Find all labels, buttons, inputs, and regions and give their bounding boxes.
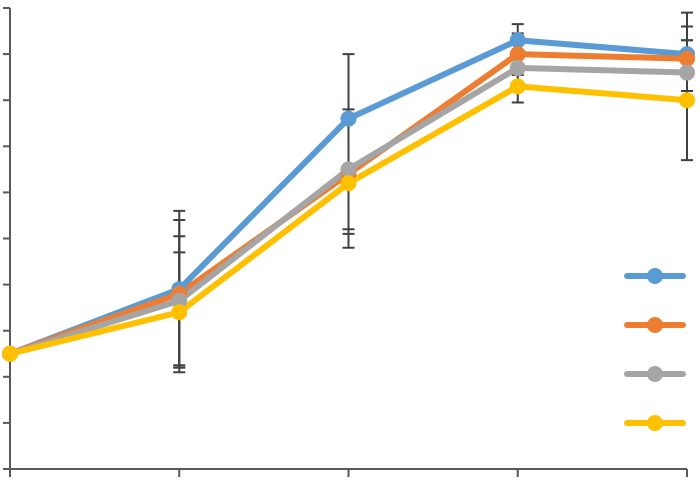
data-point-s0-2 <box>340 110 357 127</box>
data-point-s2-2 <box>340 161 357 178</box>
error-bars <box>173 11 693 374</box>
data-point-s2-3 <box>509 59 526 76</box>
data-point-s2-1 <box>171 292 188 309</box>
data-point-s3-3 <box>509 78 526 95</box>
data-point-s3-1 <box>171 304 188 321</box>
series-points <box>2 32 695 362</box>
data-point-s3-2 <box>340 175 357 192</box>
legend-marker-0 <box>647 268 663 284</box>
data-point-s1-4 <box>679 50 695 67</box>
legend-marker-3 <box>647 415 663 431</box>
legend-marker-1 <box>647 317 663 333</box>
data-point-s3-4 <box>679 92 695 109</box>
axes <box>3 7 688 477</box>
data-point-s3-0 <box>2 345 18 362</box>
legend <box>624 268 686 431</box>
data-point-s2-4 <box>679 64 695 81</box>
data-point-s0-3 <box>509 32 526 49</box>
data-point-s1-3 <box>509 46 526 63</box>
legend-marker-2 <box>647 366 663 382</box>
